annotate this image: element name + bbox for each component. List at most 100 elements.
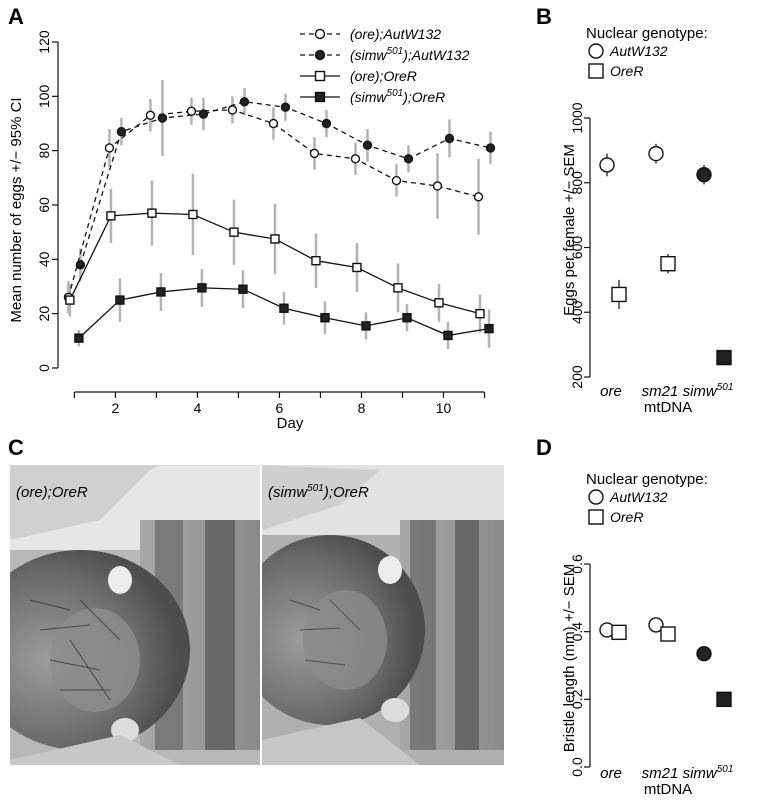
chart-a-y-tick-label: 40 bbox=[36, 251, 52, 267]
chart-b-category-label-part: 501 bbox=[717, 382, 734, 393]
chart-a-point bbox=[475, 308, 485, 319]
chart-a-series-line bbox=[79, 101, 491, 265]
chart-a-legend-label-part: 501 bbox=[387, 46, 404, 57]
chart-a-point bbox=[309, 148, 320, 159]
chart-a-point bbox=[350, 154, 361, 164]
chart-d-category-label-part: 501 bbox=[717, 764, 734, 775]
chart-a-point bbox=[65, 295, 75, 305]
chart-a-point bbox=[485, 143, 496, 153]
chart-b-point bbox=[648, 145, 664, 162]
chart-d-category-label-part: ore bbox=[600, 765, 622, 782]
chart-a-point bbox=[147, 208, 157, 218]
chart-b-point bbox=[611, 286, 627, 303]
chart-a-legend-label-part: (ore);AutW132 bbox=[350, 26, 441, 42]
chart-a-legend-label-part: (simw bbox=[350, 47, 387, 63]
photo-left-caption-text: (ore);OreR bbox=[16, 484, 88, 501]
chart-a-point bbox=[156, 287, 166, 297]
chart-a-x-tick-label: 2 bbox=[112, 400, 120, 416]
chart-a-point bbox=[362, 140, 373, 150]
chart-b-axes: 200 400 600 800 1000 bbox=[569, 102, 591, 389]
chart-d-category-label-part: simw bbox=[683, 765, 718, 782]
chart-d-axes: 0.0 0.2 0.4 0.6 bbox=[569, 554, 591, 777]
chart-a-point bbox=[402, 313, 412, 323]
chart-a-point bbox=[75, 260, 86, 270]
chart-a-point bbox=[116, 126, 127, 137]
chart-a-y-tick-label: 100 bbox=[36, 84, 52, 108]
chart-a-point bbox=[393, 283, 403, 293]
chart-a-legend-marker bbox=[314, 91, 326, 103]
chart-b-xlabel: mtDNA bbox=[644, 399, 692, 416]
chart-b-legend-marker bbox=[588, 43, 604, 59]
chart-b-category-label-part: sm21 bbox=[642, 383, 679, 400]
photo-right-caption-sup: 501 bbox=[307, 483, 324, 494]
chart-a-point bbox=[229, 227, 239, 237]
chart-a-point bbox=[104, 143, 115, 153]
chart-a-legend-label-part: 501 bbox=[387, 88, 404, 99]
chart-d-category-label-part: sm21 bbox=[642, 765, 679, 782]
chart-d-legend-marker bbox=[588, 489, 604, 505]
chart-b-category-label-part: simw bbox=[683, 383, 718, 400]
chart-a-y-tick-label: 80 bbox=[36, 143, 52, 159]
chart-a-point bbox=[198, 109, 209, 119]
chart-d-legend: Nuclear genotype:AutW132 OreR bbox=[586, 471, 708, 525]
chart-a-points bbox=[63, 97, 496, 343]
chart-d-point bbox=[696, 645, 712, 662]
photo-left-caption: (ore);OreR bbox=[16, 484, 88, 501]
chart-a-x-tick-label: 8 bbox=[358, 400, 366, 416]
chart-d-xlabel: mtDNA bbox=[644, 781, 692, 798]
chart-d-category-label: simw501 bbox=[683, 764, 734, 782]
chart-a-point bbox=[197, 283, 207, 293]
chart-d-legend-label: OreR bbox=[610, 509, 643, 525]
chart-a-point bbox=[391, 175, 402, 186]
chart-a-legend-label: (ore);AutW132 bbox=[350, 26, 441, 42]
chart-a-legend-marker bbox=[314, 70, 326, 82]
chart-b-y-tick-label: 800 bbox=[569, 171, 585, 195]
chart-a-point bbox=[106, 211, 116, 221]
chart-a-point bbox=[403, 154, 414, 164]
panel-letter-a: A bbox=[8, 4, 24, 29]
chart-a-legend-label-part: );AutW132 bbox=[401, 47, 469, 63]
chart-d-points bbox=[599, 617, 732, 708]
chart-b-y-tick-label: 200 bbox=[569, 365, 585, 389]
chart-a-point bbox=[157, 113, 168, 123]
chart-a-legend-label-part: (ore);OreR bbox=[350, 68, 417, 84]
chart-d-ylabel: Bristle length (mm) +/− SEM bbox=[561, 564, 578, 752]
chart-a-y-tick-label: 20 bbox=[36, 306, 52, 322]
chart-a-point bbox=[227, 105, 238, 115]
chart-b-point bbox=[660, 255, 676, 272]
chart-b-category-label: simw501 bbox=[683, 382, 734, 400]
fly-photographs: (ore);OreR (simw501);Ore bbox=[10, 465, 504, 765]
chart-d-point bbox=[716, 691, 732, 708]
chart-b-points bbox=[599, 145, 732, 366]
chart-a-point bbox=[432, 181, 443, 191]
chart-a-x-tick-label: 6 bbox=[276, 400, 284, 416]
chart-b-legend-marker bbox=[588, 63, 604, 79]
chart-b-category-label-part: ore bbox=[600, 383, 622, 400]
chart-d-legend-title: Nuclear genotype: bbox=[586, 471, 708, 488]
photo-right-caption-base: (simw bbox=[268, 484, 308, 501]
line-chart-eggs-by-day: 0 20 40 60 80 100 120 2 4 6 8 10 (ore);AutW132 (simw… bbox=[8, 26, 496, 432]
chart-b-point bbox=[696, 166, 712, 183]
chart-a-point bbox=[145, 110, 156, 121]
chart-b-legend-label: AutW132 bbox=[609, 43, 668, 59]
chart-a-y-tick-label: 60 bbox=[36, 197, 52, 213]
chart-a-legend-marker bbox=[314, 28, 326, 40]
chart-b-point bbox=[599, 157, 615, 173]
chart-a-legend: (ore);AutW132(simw501);AutW132(ore);OreR… bbox=[300, 26, 470, 105]
chart-a-point bbox=[186, 106, 197, 116]
chart-a-point bbox=[188, 209, 198, 220]
chart-a-legend-marker bbox=[314, 49, 326, 61]
panel-letter-b: B bbox=[536, 4, 552, 29]
chart-a-y-tick-label: 120 bbox=[36, 30, 52, 54]
chart-b-point bbox=[716, 349, 732, 366]
chart-a-legend-label: (simw501);AutW132 bbox=[350, 46, 470, 63]
photo-ore-orer: (ore);OreR bbox=[10, 465, 260, 765]
chart-a-point bbox=[239, 97, 250, 107]
chart-a-legend-label-part: (simw bbox=[350, 89, 387, 105]
chart-a-point bbox=[115, 295, 125, 305]
chart-a-xlabel: Day bbox=[277, 415, 304, 432]
chart-b-ylabel: Eggs per female +/− SEM bbox=[561, 144, 578, 316]
chart-d-y-tick-label: 0.2 bbox=[569, 689, 585, 709]
chart-a-point bbox=[321, 118, 332, 129]
